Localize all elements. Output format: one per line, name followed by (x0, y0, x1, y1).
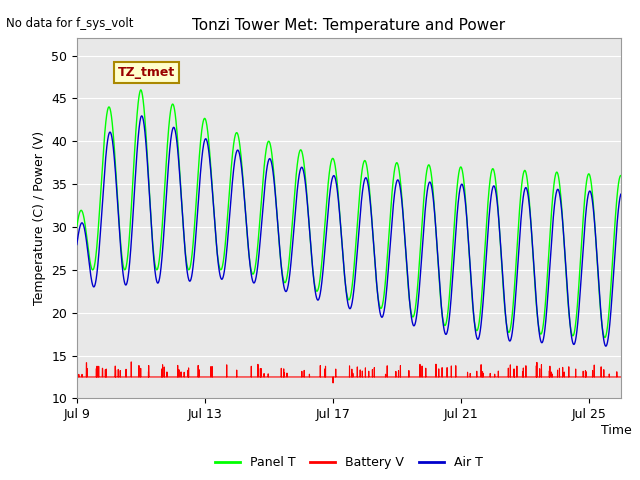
X-axis label: Time: Time (601, 423, 632, 437)
Legend: Panel T, Battery V, Air T: Panel T, Battery V, Air T (210, 452, 488, 474)
Title: Tonzi Tower Met: Temperature and Power: Tonzi Tower Met: Temperature and Power (192, 18, 506, 33)
Text: No data for f_sys_volt: No data for f_sys_volt (6, 17, 134, 30)
Text: TZ_tmet: TZ_tmet (118, 66, 175, 79)
Y-axis label: Temperature (C) / Power (V): Temperature (C) / Power (V) (33, 132, 45, 305)
